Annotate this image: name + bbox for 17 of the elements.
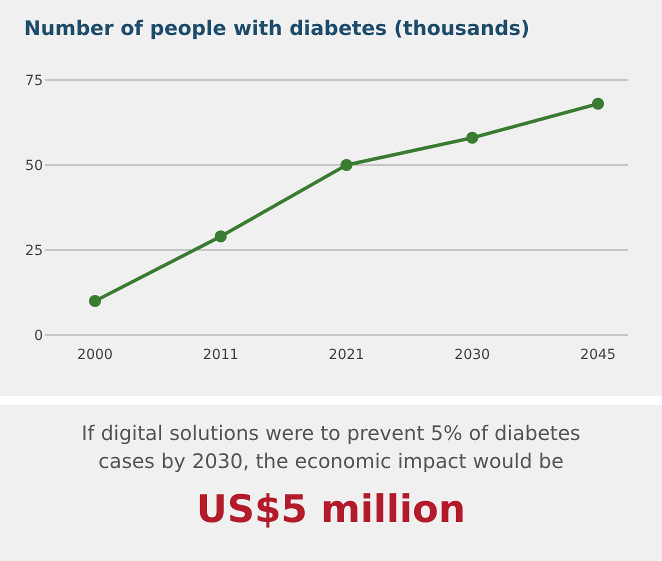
y-tick-label: 25: [25, 242, 43, 259]
x-tick-label: 2045: [580, 346, 616, 363]
point: [214, 230, 227, 242]
x-tick-label: 2021: [328, 346, 364, 363]
point: [592, 98, 604, 110]
chart-title: Number of people with diabetes (thousands): [24, 16, 530, 40]
text: US$5 million: [195, 487, 467, 531]
y-tick-label: 50: [25, 158, 43, 174]
point: [89, 295, 101, 307]
x-tick-label: 2030: [454, 346, 490, 363]
x-tick-label: 2000: [77, 346, 113, 363]
point: [340, 159, 352, 171]
text: If digital solutions were to prevent 5% of diabetes cases by 2030, the economic impact would be: [80, 420, 582, 475]
y-tick-label: 0: [34, 328, 43, 344]
point: [466, 132, 478, 144]
y-tick-label: 75: [25, 72, 43, 89]
x-tick-label: 2011: [202, 346, 239, 363]
